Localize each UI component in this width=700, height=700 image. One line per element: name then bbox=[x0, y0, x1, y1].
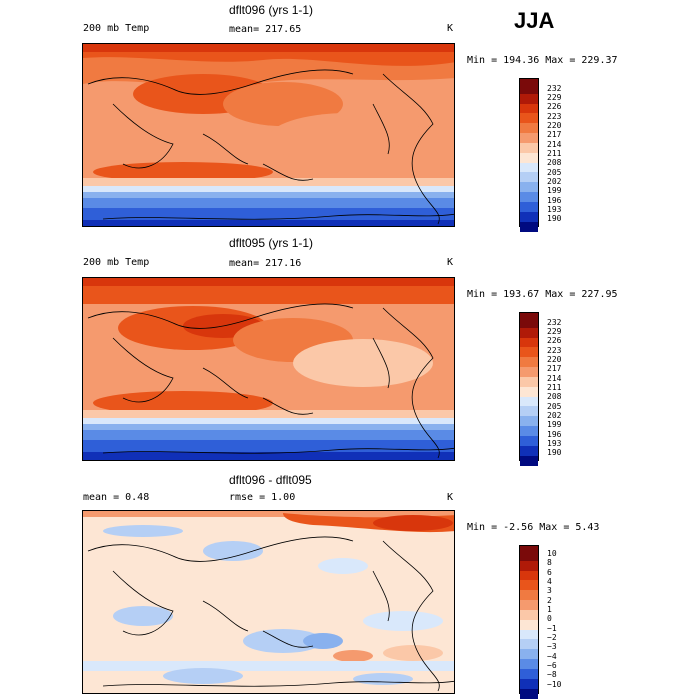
colorbar-tick-label: 232 bbox=[547, 318, 562, 327]
colorbar-tick-label: 8 bbox=[547, 558, 552, 567]
panel-2-title: dflt095 (yrs 1-1) bbox=[229, 236, 314, 250]
season-label: JJA bbox=[514, 8, 555, 33]
colorbar-tick-label: 208 bbox=[547, 392, 562, 401]
colorbar-tick-label: 220 bbox=[547, 121, 562, 130]
panel-2-min-max: Min = 193.67 Max = 227.95 bbox=[467, 289, 618, 300]
colorbar-tick-label: 217 bbox=[547, 130, 562, 139]
panel-3-field bbox=[83, 511, 454, 693]
colorbar-tick-label: 202 bbox=[547, 177, 562, 186]
panel-2-colorbar bbox=[519, 312, 539, 466]
panel-1-colorbar bbox=[519, 78, 539, 232]
panel-1-field bbox=[83, 44, 454, 226]
panel-3-colorbar bbox=[519, 545, 539, 699]
colorbar-tick-label: −2 bbox=[547, 633, 557, 642]
colorbar-tick-label: 223 bbox=[547, 112, 562, 121]
panel-2-units: K bbox=[447, 257, 454, 268]
colorbar-tick-label: 211 bbox=[547, 383, 562, 392]
colorbar-tick-label: 223 bbox=[547, 346, 562, 355]
colorbar-tick-label: 214 bbox=[547, 374, 562, 383]
panel-3-units: K bbox=[447, 492, 454, 503]
colorbar-tick-label: 208 bbox=[547, 158, 562, 167]
colorbar-tick-label: −8 bbox=[547, 670, 557, 679]
panel-2-variable-label: 200 mb Temp bbox=[83, 257, 150, 268]
panel-3-map bbox=[82, 510, 455, 694]
panel-1-mean-label: mean= 217.65 bbox=[229, 24, 302, 35]
panel-1-variable-label: 200 mb Temp bbox=[83, 23, 150, 34]
colorbar-tick-label: 0 bbox=[547, 614, 552, 623]
panel-1-min-max: Min = 194.36 Max = 229.37 bbox=[467, 55, 618, 66]
panel-3-min-max: Min = -2.56 Max = 5.43 bbox=[467, 522, 600, 533]
panel-1-title: dflt096 (yrs 1-1) bbox=[229, 3, 314, 17]
panel-3-mean-label: mean = 0.48 bbox=[83, 492, 150, 503]
colorbar-tick-label: 232 bbox=[547, 84, 562, 93]
colorbar-tick-label: 10 bbox=[547, 549, 557, 558]
colorbar-tick-label: 214 bbox=[547, 140, 562, 149]
colorbar-tick-label: 1 bbox=[547, 605, 552, 614]
panel-2-field bbox=[83, 278, 454, 460]
colorbar-tick-label: 196 bbox=[547, 430, 562, 439]
colorbar-tick-label: 2 bbox=[547, 596, 552, 605]
colorbar-tick-label: 199 bbox=[547, 420, 562, 429]
colorbar-tick-label: −4 bbox=[547, 652, 557, 661]
colorbar-tick-label: −6 bbox=[547, 661, 557, 670]
colorbar-tick-label: 226 bbox=[547, 102, 562, 111]
colorbar-tick-label: 199 bbox=[547, 186, 562, 195]
colorbar-tick-label: 226 bbox=[547, 336, 562, 345]
colorbar-tick-label: 193 bbox=[547, 205, 562, 214]
panel-2-mean-label: mean= 217.16 bbox=[229, 258, 302, 269]
panel-1-map bbox=[82, 43, 455, 227]
colorbar-tick-label: 229 bbox=[547, 327, 562, 336]
colorbar-tick-label: 190 bbox=[547, 448, 562, 457]
colorbar-tick-label: −10 bbox=[547, 680, 562, 689]
colorbar-tick-label: 229 bbox=[547, 93, 562, 102]
colorbar-tick-label: 190 bbox=[547, 214, 562, 223]
colorbar-tick-label: 4 bbox=[547, 577, 552, 586]
colorbar-tick-label: 217 bbox=[547, 364, 562, 373]
panel-3-title: dflt096 - dflt095 bbox=[229, 473, 312, 487]
colorbar-tick-label: 202 bbox=[547, 411, 562, 420]
colorbar-tick-label: 211 bbox=[547, 149, 562, 158]
colorbar-tick-label: 196 bbox=[547, 196, 562, 205]
colorbar-tick-label: 205 bbox=[547, 402, 562, 411]
colorbar-tick-label: −1 bbox=[547, 624, 557, 633]
panel-2-map bbox=[82, 277, 455, 461]
colorbar-tick-label: 3 bbox=[547, 586, 552, 595]
colorbar-tick-label: 193 bbox=[547, 439, 562, 448]
panel-1-units: K bbox=[447, 23, 454, 34]
panel-3-rmse-label: rmse = 1.00 bbox=[229, 492, 296, 503]
colorbar-tick-label: −3 bbox=[547, 642, 557, 651]
colorbar-tick-label: 6 bbox=[547, 568, 552, 577]
colorbar-tick-label: 220 bbox=[547, 355, 562, 364]
colorbar-tick-label: 205 bbox=[547, 168, 562, 177]
